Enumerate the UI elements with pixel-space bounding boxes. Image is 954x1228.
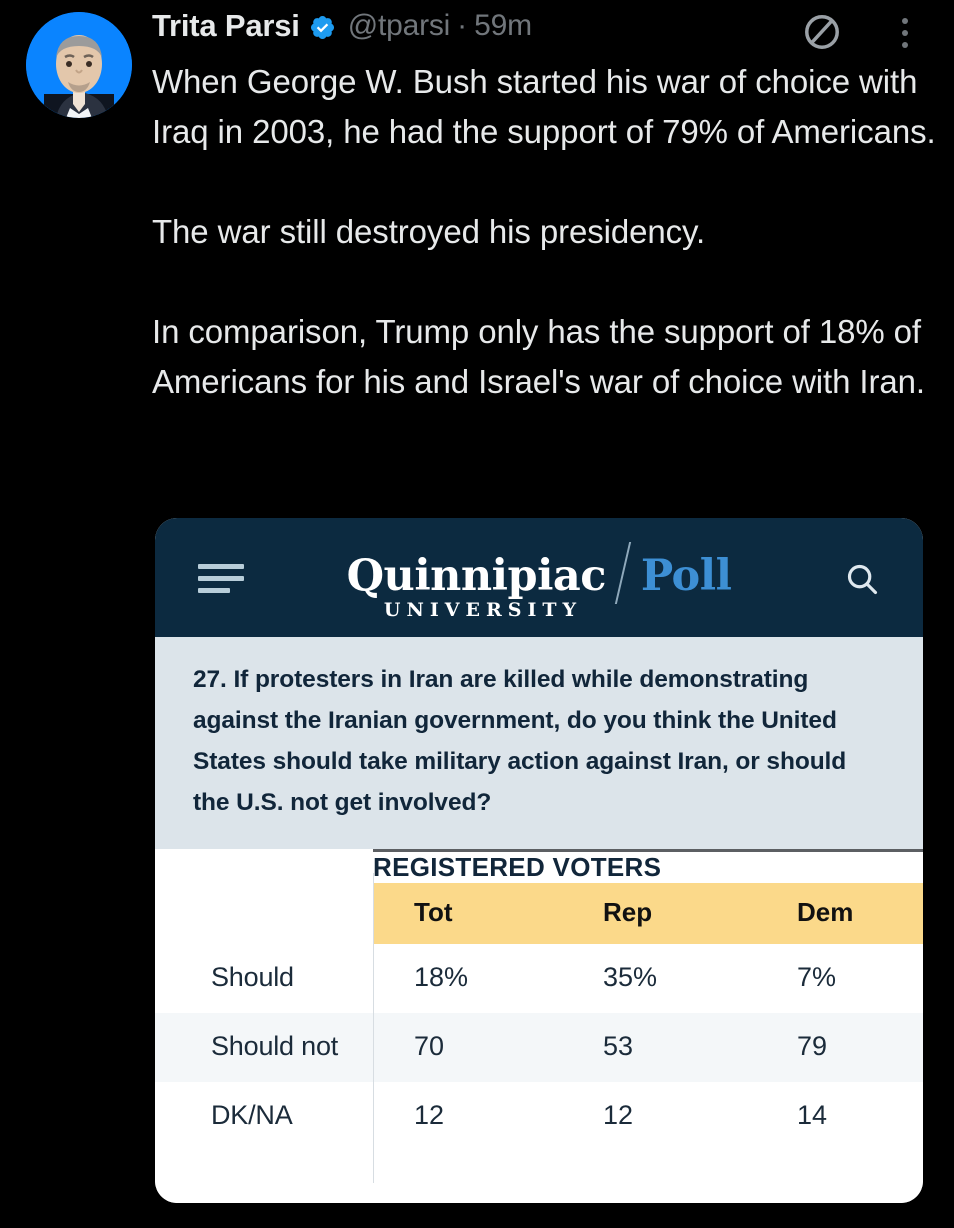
poll-card-header: Quinnipiac Poll UNIVERSITY [155, 518, 923, 637]
column-header-rep: Rep [560, 883, 750, 944]
display-name: Trita Parsi [152, 8, 300, 43]
menu-line [198, 564, 244, 569]
table-column-divider [373, 873, 374, 1183]
timestamp: 59m [474, 9, 532, 42]
group-header-registered-voters: REGISTERED VOTERS [373, 849, 923, 883]
row-value-rep: 12 [603, 1100, 634, 1130]
search-icon[interactable] [843, 560, 881, 598]
tweet-text: When George W. Bush started his war of c… [152, 57, 942, 407]
row-label: DK/NA [211, 1100, 293, 1130]
brand-wordmark: Quinnipiac Poll [346, 542, 732, 604]
more-dot [902, 18, 908, 24]
hamburger-menu-icon[interactable] [198, 564, 246, 598]
brand-slash-divider [615, 542, 632, 604]
group-header-spacer [155, 851, 373, 884]
table-row: DK/NA 12 12 14 [155, 1082, 923, 1151]
table-column-header-row: Tot Rep Dem [155, 883, 923, 944]
row-value-dem: 7% [797, 962, 837, 992]
poll-results-table: REGISTERED VOTERS Tot Rep Dem Should 18%… [155, 849, 923, 1151]
menu-line [198, 576, 244, 581]
brand-subtitle: UNIVERSITY [383, 599, 583, 621]
quinnipiac-poll-card[interactable]: Quinnipiac Poll UNIVERSITY 27. If protes… [155, 518, 923, 1203]
row-label: Should [211, 962, 294, 992]
row-value-rep: 35% [603, 962, 658, 992]
row-value-tot: 12 [414, 1100, 445, 1130]
grok-circle-slash-icon[interactable] [800, 10, 844, 54]
row-value-dem: 79 [750, 1013, 923, 1082]
tweet-paragraph-3: In comparison, Trump only has the suppor… [152, 313, 925, 400]
brand-secondary: Poll [640, 551, 732, 601]
row-value-dem: 14 [797, 1100, 828, 1130]
row-value-tot: 70 [373, 1013, 560, 1082]
menu-line [198, 588, 230, 593]
tweet-paragraph-1: When George W. Bush started his war of c… [152, 63, 936, 150]
paragraph-gap [152, 157, 942, 207]
paragraph-gap [152, 257, 942, 307]
table-group-header-row: REGISTERED VOTERS [155, 849, 923, 884]
avatar[interactable] [26, 12, 132, 118]
more-options-icon[interactable] [888, 12, 922, 54]
tweet-paragraph-2: The war still destroyed his presidency. [152, 213, 706, 250]
column-header-blank [155, 883, 373, 944]
row-value-tot: 18% [414, 962, 469, 992]
tweet-header: Trita Parsi @tparsi · 59m [0, 0, 954, 120]
handle: @tparsi [347, 9, 451, 42]
column-header-dem: Dem [750, 883, 923, 944]
verified-badge-icon [309, 14, 336, 41]
row-value-rep: 53 [560, 1013, 750, 1082]
meta-separator: · [457, 9, 468, 42]
tweet-author-row[interactable]: Trita Parsi @tparsi · 59m [152, 8, 532, 44]
brand-primary: Quinnipiac [346, 551, 607, 601]
row-label: Should not [155, 1013, 373, 1082]
poll-question-text: 27. If protesters in Iran are killed whi… [155, 637, 923, 849]
poll-results-table-wrap: REGISTERED VOTERS Tot Rep Dem Should 18%… [155, 849, 923, 1203]
more-dot [902, 42, 908, 48]
table-row: Should not 70 53 79 [155, 1013, 923, 1082]
column-header-tot: Tot [373, 883, 560, 944]
table-row: Should 18% 35% 7% [155, 944, 923, 1013]
more-dot [902, 30, 908, 36]
quinnipiac-logo[interactable]: Quinnipiac Poll UNIVERSITY [155, 542, 923, 620]
